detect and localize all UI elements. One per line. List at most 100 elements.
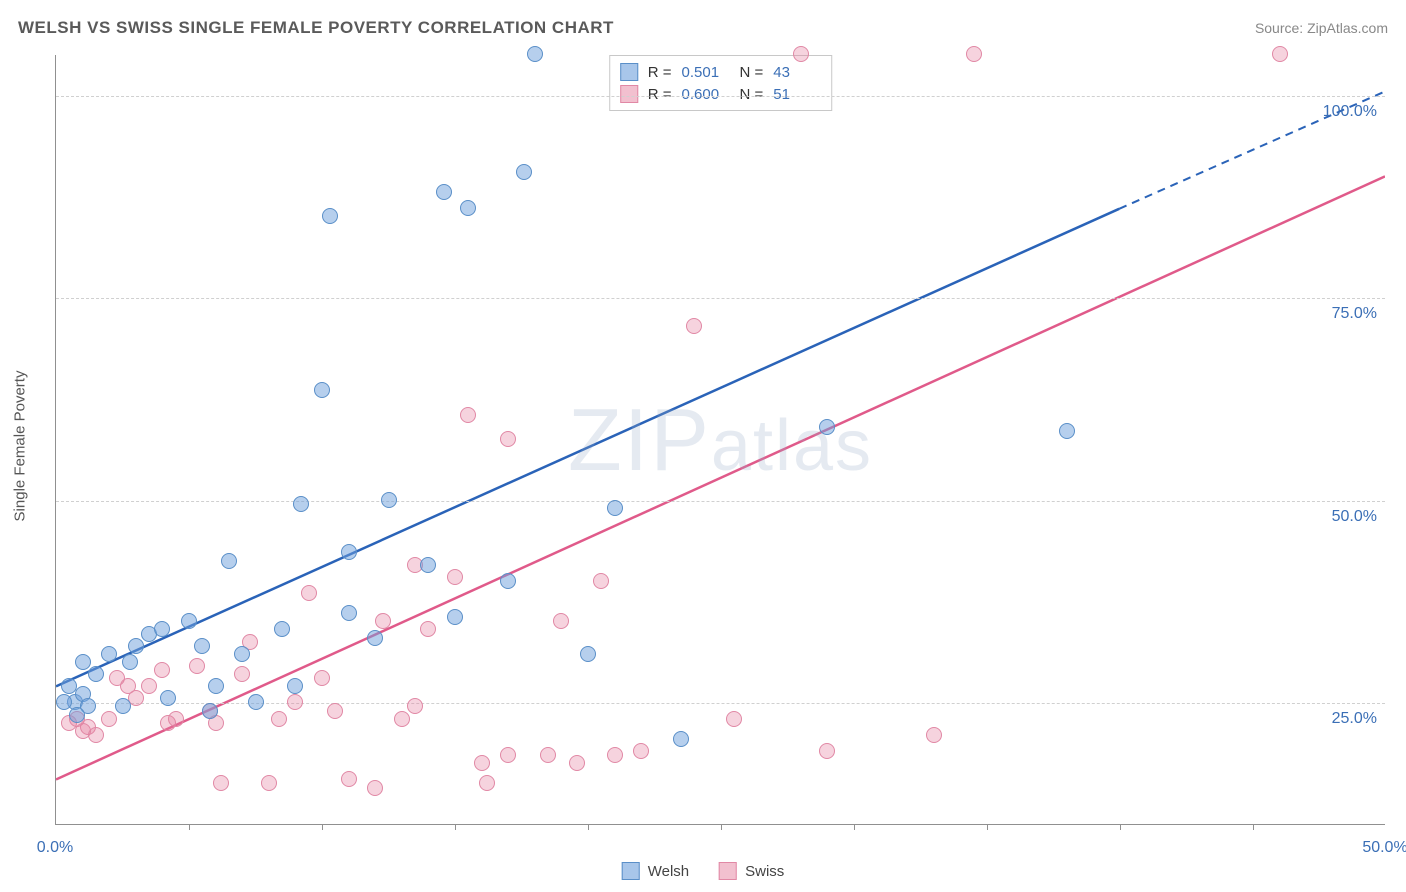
y-tick-label: 75.0% [1332, 305, 1377, 323]
point-swiss [460, 407, 476, 423]
point-welsh [580, 646, 596, 662]
point-swiss [234, 666, 250, 682]
point-welsh [221, 553, 237, 569]
point-welsh [208, 678, 224, 694]
point-swiss [633, 743, 649, 759]
point-welsh [420, 557, 436, 573]
watermark-post: atlas [711, 406, 873, 486]
n-label: N = [740, 64, 764, 81]
legend-swatch [620, 85, 638, 103]
point-welsh [527, 46, 543, 62]
point-welsh [607, 500, 623, 516]
point-swiss [540, 747, 556, 763]
point-welsh [500, 573, 516, 589]
watermark: ZIPatlas [568, 389, 873, 491]
point-swiss [420, 621, 436, 637]
point-welsh [88, 666, 104, 682]
point-welsh [248, 694, 264, 710]
legend-label: Welsh [648, 863, 689, 880]
x-tick [588, 824, 589, 830]
point-welsh [154, 621, 170, 637]
r-label: R = [648, 64, 672, 81]
point-welsh [56, 694, 72, 710]
stats-legend-row: R = 0.600 N = 51 [620, 83, 822, 105]
point-swiss [168, 711, 184, 727]
point-swiss [607, 747, 623, 763]
r-label: R = [648, 86, 672, 103]
point-welsh [160, 690, 176, 706]
point-welsh [341, 605, 357, 621]
r-value: 0.501 [682, 64, 730, 81]
point-welsh [1059, 423, 1075, 439]
point-welsh [115, 698, 131, 714]
point-welsh [381, 492, 397, 508]
legend-item: Swiss [719, 862, 784, 880]
point-welsh [460, 200, 476, 216]
x-tick [322, 824, 323, 830]
point-swiss [966, 46, 982, 62]
source-prefix: Source: [1255, 20, 1307, 36]
stats-legend-row: R =0.501N =43 [620, 61, 822, 83]
point-swiss [189, 658, 205, 674]
point-swiss [154, 662, 170, 678]
point-swiss [793, 46, 809, 62]
y-tick-label: 100.0% [1323, 103, 1377, 121]
legend-swatch [622, 862, 640, 880]
x-tick-label: 0.0% [37, 839, 73, 857]
point-swiss [593, 573, 609, 589]
x-tick [455, 824, 456, 830]
legend-item: Welsh [622, 862, 689, 880]
point-swiss [367, 780, 383, 796]
point-welsh [202, 703, 218, 719]
point-swiss [327, 703, 343, 719]
point-welsh [341, 544, 357, 560]
point-swiss [553, 613, 569, 629]
point-welsh [314, 382, 330, 398]
gridline-h [56, 96, 1385, 97]
n-value: 51 [773, 86, 821, 103]
point-swiss [819, 743, 835, 759]
x-tick [189, 824, 190, 830]
point-swiss [88, 727, 104, 743]
scatter-plot: ZIPatlas R =0.501N =43R =0.600N =51 25.0… [55, 55, 1385, 825]
point-swiss [500, 431, 516, 447]
point-welsh [447, 609, 463, 625]
x-tick [1253, 824, 1254, 830]
point-welsh [436, 184, 452, 200]
point-swiss [1272, 46, 1288, 62]
point-swiss [394, 711, 410, 727]
x-tick [854, 824, 855, 830]
point-welsh [322, 208, 338, 224]
point-swiss [341, 771, 357, 787]
point-swiss [447, 569, 463, 585]
source-name: ZipAtlas.com [1307, 20, 1388, 36]
point-welsh [69, 707, 85, 723]
point-swiss [301, 585, 317, 601]
y-tick-label: 25.0% [1332, 710, 1377, 728]
point-welsh [274, 621, 290, 637]
point-swiss [213, 775, 229, 791]
gridline-h [56, 501, 1385, 502]
point-swiss [314, 670, 330, 686]
x-tick [987, 824, 988, 830]
x-tick [1120, 824, 1121, 830]
point-swiss [474, 755, 490, 771]
legend-label: Swiss [745, 863, 784, 880]
point-swiss [479, 775, 495, 791]
r-value: 0.600 [682, 86, 730, 103]
x-tick [721, 824, 722, 830]
point-swiss [407, 698, 423, 714]
source-attribution: Source: ZipAtlas.com [1255, 20, 1388, 36]
point-welsh [181, 613, 197, 629]
point-welsh [673, 731, 689, 747]
point-swiss [271, 711, 287, 727]
point-swiss [686, 318, 702, 334]
chart-title: WELSH VS SWISS SINGLE FEMALE POVERTY COR… [18, 18, 614, 38]
point-swiss [287, 694, 303, 710]
series-legend: Welsh Swiss [622, 862, 785, 880]
point-swiss [926, 727, 942, 743]
point-welsh [819, 419, 835, 435]
point-swiss [500, 747, 516, 763]
legend-swatch [620, 63, 638, 81]
n-label: N = [740, 86, 764, 103]
